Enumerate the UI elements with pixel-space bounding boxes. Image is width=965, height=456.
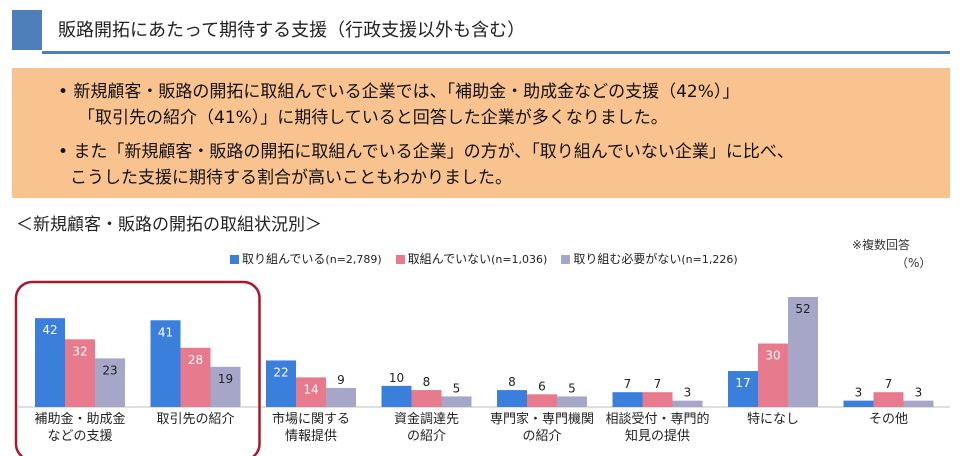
bar-1-0	[150, 320, 181, 407]
legend-label-0: 取り組んでいる	[242, 252, 326, 266]
data-label-1-2: 19	[218, 372, 233, 386]
multiple-answer-note: ※複数回答	[852, 238, 911, 252]
data-label-1-1: 28	[188, 353, 203, 367]
bar-1-1	[180, 347, 211, 407]
legend-label-2: 取り組む必要がない	[573, 252, 682, 266]
bar-0-1	[65, 339, 95, 407]
bar-0-2	[95, 358, 125, 407]
bar-5-0	[612, 392, 643, 407]
data-label-3-0: 10	[389, 371, 404, 385]
category-label-5-0: 相談受付・専門的	[605, 411, 709, 427]
bar-3-2	[441, 396, 472, 407]
data-label-6-2: 52	[795, 302, 810, 316]
data-label-5-0: 7	[624, 377, 632, 391]
legend-item-1: 取組んでいない(n=1,036)	[395, 250, 548, 267]
data-label-4-2: 5	[568, 381, 576, 395]
data-label-0-1: 32	[72, 344, 87, 358]
category-label-3-0: 資金調達先	[394, 411, 459, 427]
category-label-7-0: その他	[869, 412, 908, 427]
chart-legend: 取り組んでいる(n=2,789) 取組んでいない(n=1,036) 取り組む必要がな…	[230, 250, 752, 267]
data-label-3-2: 5	[453, 381, 461, 395]
bar-4-1	[527, 394, 557, 407]
bar-7-1	[873, 392, 904, 407]
bar-4-2	[557, 396, 587, 407]
bar-7-0	[843, 400, 874, 407]
category-label-3-1: の紹介	[407, 429, 446, 444]
bar-2-0	[266, 360, 296, 407]
summary-bullet-2-line-1: • また「新規顧客・販路の開拓に取組んでいる企業」の方が、「取り組んでいない企業…	[58, 142, 794, 162]
data-label-4-0: 8	[508, 375, 516, 389]
category-label-0-0: 補助金・助成金	[34, 411, 125, 427]
summary-bullet-1-line-2: 「取引先の紹介（41%）」に期待していると回答した企業が多くなりました。	[78, 108, 668, 128]
category-label-2-1: 情報提供	[285, 428, 337, 444]
bar-6-2	[788, 297, 818, 407]
data-label-2-0: 22	[273, 365, 288, 379]
legend-item-0: 取り組んでいる(n=2,789)	[230, 250, 382, 267]
data-label-0-2: 23	[102, 363, 117, 377]
bar-6-0	[728, 371, 758, 407]
highlight-box	[14, 280, 261, 456]
data-label-4-1: 6	[538, 379, 546, 393]
data-label-6-0: 17	[735, 376, 750, 390]
category-label-1-0: 取引先の紹介	[156, 412, 234, 427]
data-label-7-0: 3	[855, 386, 863, 400]
legend-swatch-0	[230, 255, 239, 264]
data-label-2-1: 14	[303, 382, 318, 396]
legend-n-2: (n=1,226)	[681, 253, 738, 266]
legend-item-2: 取り組む必要がない(n=1,226)	[561, 250, 738, 267]
data-label-6-1: 30	[765, 349, 780, 363]
data-label-2-2: 9	[337, 373, 345, 387]
data-label-7-1: 7	[885, 377, 893, 391]
summary-box: • 新規顧客・販路の開拓に取組んでいる企業では、「補助金・助成金などの支援（42…	[12, 68, 950, 198]
unit-note: （%）	[896, 256, 932, 270]
bar-3-1	[411, 390, 442, 407]
bar-3-0	[381, 385, 412, 407]
data-label-1-0: 41	[158, 325, 173, 339]
data-label-5-1: 7	[654, 377, 662, 391]
header-square-icon	[12, 10, 42, 50]
legend-swatch-1	[395, 255, 405, 264]
bar-4-0	[497, 390, 527, 407]
data-label-0-0: 42	[42, 323, 57, 337]
bar-2-2	[326, 387, 356, 407]
category-label-0-1: などの支援	[47, 429, 112, 444]
legend-n-1: (n=1,036)	[491, 253, 548, 266]
page-title: 販路開拓にあたって期待する支援（行政支援以外も含む）	[58, 20, 526, 41]
legend-swatch-2	[561, 255, 571, 264]
legend-label-1: 取組んでいない	[407, 252, 492, 266]
bar-1-2	[210, 366, 241, 407]
data-label-3-1: 8	[423, 375, 431, 389]
section-header: 販路開拓にあたって期待する支援（行政支援以外も含む）	[12, 10, 950, 54]
category-label-4-0: 専門家・専門機関	[490, 411, 594, 427]
summary-bullet-2-line-2: こうした支援に期待する割合が高いこともわかりました。	[70, 168, 512, 188]
chart-subtitle: ＜新規顧客・販路の開拓の取組状況別＞	[16, 215, 322, 235]
category-label-6-0: 特になし	[747, 412, 799, 427]
bar-5-2	[672, 400, 703, 407]
bar-6-1	[758, 343, 788, 407]
category-label-4-1: の紹介	[522, 429, 561, 444]
category-label-5-1: 知見の提供	[625, 428, 690, 444]
data-label-7-2: 3	[915, 386, 923, 400]
category-label-2-0: 市場に関する	[272, 411, 350, 427]
bar-2-1	[296, 377, 326, 407]
header-underline	[42, 51, 950, 54]
bar-0-0	[35, 318, 65, 407]
bar-5-1	[642, 392, 673, 407]
legend-n-0: (n=2,789)	[325, 253, 382, 266]
bar-7-2	[903, 400, 934, 407]
summary-bullet-1-line-1: • 新規顧客・販路の開拓に取組んでいる企業では、「補助金・助成金などの支援（42…	[58, 82, 740, 102]
data-label-5-2: 3	[684, 386, 692, 400]
